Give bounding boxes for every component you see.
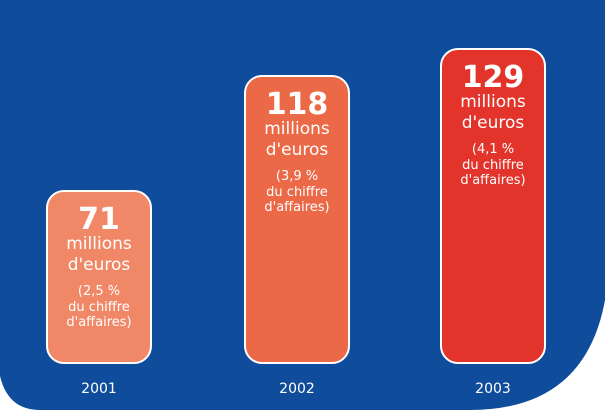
x-tick-label: 2001	[81, 381, 117, 397]
bar-note: (2,5 %	[77, 284, 121, 299]
bar-note: du chiffre	[68, 299, 130, 315]
bar-note: (4,1 %	[471, 142, 515, 157]
bar-note: du chiffre	[266, 184, 328, 200]
bar-note: d'affaires)	[264, 200, 330, 215]
bar-note: d'affaires)	[460, 173, 526, 188]
bar-unit-label: d'euros	[265, 140, 329, 160]
bar-note: (3,9 %	[275, 169, 319, 184]
bar-value-label: 118	[265, 87, 329, 122]
x-tick-label: 2003	[475, 381, 511, 397]
bar-unit-label: d'euros	[461, 113, 525, 133]
bar-note: du chiffre	[462, 157, 524, 173]
bar-value-label: 129	[461, 60, 525, 95]
bar-unit-label: d'euros	[67, 255, 131, 275]
bar-unit-label: millions	[66, 234, 132, 254]
bar-unit-label: millions	[264, 119, 330, 139]
bar-2003: 129 millions d'euros (4,1 % du chiffre d…	[440, 48, 546, 364]
x-tick-label: 2002	[279, 381, 315, 397]
bar-2002: 118 millions d'euros (3,9 % du chiffre d…	[244, 75, 350, 364]
bar-value-label: 71	[78, 202, 120, 237]
bar-note: d'affaires)	[66, 315, 132, 330]
bar-2001: 71 millions d'euros (2,5 % du chiffre d'…	[46, 190, 152, 364]
bar-unit-label: millions	[460, 92, 526, 112]
